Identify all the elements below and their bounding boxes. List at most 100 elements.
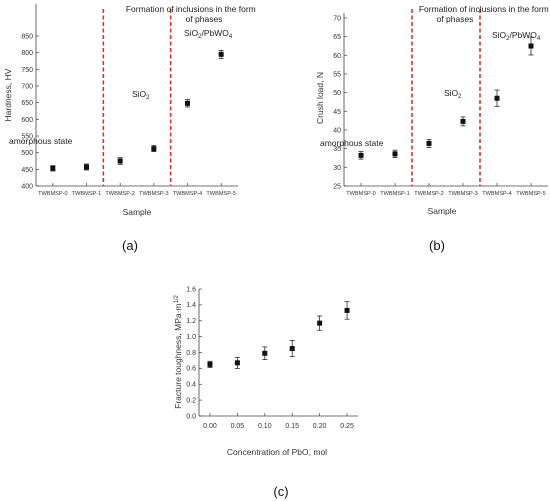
a-xtick-label-1: TWBMSP-1 xyxy=(72,191,102,197)
c-xtick-label-3: 0.15 xyxy=(285,423,299,430)
panel-b-note-mid: SiO2 xyxy=(444,88,462,100)
panel-b-note-right-3: /PbWO xyxy=(510,30,538,40)
a-point-1 xyxy=(84,164,89,170)
panel-b-label: (b) xyxy=(429,238,445,253)
a-point-5 xyxy=(218,51,224,57)
panel-c-label: (c) xyxy=(273,484,288,499)
c-point-3 xyxy=(289,346,295,352)
panel-a-note-right-4: 4 xyxy=(229,34,233,40)
c-xtick-label-2: 0.10 xyxy=(258,423,272,430)
b-xtick-label-0: TWBMSP-0 xyxy=(346,191,376,197)
b-point-2 xyxy=(426,140,432,146)
panel-b-note-right: SiO2/PbWO4 xyxy=(492,30,541,42)
b-point-0 xyxy=(358,152,364,158)
panel-b-note-top-line2: of phases xyxy=(437,14,474,24)
panel-a-note-mid-sub: 2 xyxy=(146,95,150,101)
b-ytick-label-1: 30 xyxy=(333,165,341,172)
a-ytick-label-3: 550 xyxy=(21,134,33,141)
panel-a-note-left: amorphous state xyxy=(9,136,73,146)
c-xtick-label-4: 0.20 xyxy=(313,423,327,430)
panel-b-note-right-4: 4 xyxy=(537,36,541,42)
c-xtick-label-1: 0.05 xyxy=(231,423,245,430)
b-ytick-label-2: 35 xyxy=(333,146,341,153)
panel-a-ylabel: Hardness, HV xyxy=(3,68,13,121)
b-xtick-label-5: TWBMSP-5 xyxy=(516,191,546,197)
b-ytick-label-4: 45 xyxy=(333,109,341,116)
c-point-4 xyxy=(317,320,323,326)
panel-a: 400 450 500 550 600 650 700 750 800 850 TWBMSP-0 T… xyxy=(3,4,258,253)
panel-c-ylabel: Fracture toughness, MPa·m1/2 xyxy=(173,294,183,408)
c-xtick-label-5: 0.25 xyxy=(340,423,354,430)
c-ytick-label-5: 1.0 xyxy=(186,334,196,341)
b-point-1 xyxy=(392,151,398,157)
panel-b-xlabel: Sample xyxy=(428,206,457,216)
c-point-0 xyxy=(207,361,213,367)
panel-b-note-right-1: SiO xyxy=(492,30,507,40)
c-ytick-label-6: 1.2 xyxy=(186,318,196,325)
a-ytick-label-4: 600 xyxy=(21,117,33,124)
b-ytick-label-5: 50 xyxy=(333,90,341,97)
panel-a-note-mid-main: SiO xyxy=(132,89,147,99)
panel-a-note-top: Formation of inclusions in the form of p… xyxy=(126,4,258,24)
a-ytick-label-5: 650 xyxy=(21,100,33,107)
c-point-5 xyxy=(344,307,350,313)
b-xtick-label-2: TWBMSP-2 xyxy=(414,191,444,197)
b-ytick-label-3: 40 xyxy=(333,128,341,135)
c-ytick-label-0: 0.0 xyxy=(186,413,196,420)
b-ytick-label-9: 70 xyxy=(333,16,341,23)
panel-b-ylabel: Crush load, N xyxy=(315,72,325,124)
panel-b-note-right-2: 2 xyxy=(506,36,510,42)
b-ytick-label-7: 60 xyxy=(333,53,341,60)
c-ytick-label-2: 0.4 xyxy=(186,382,196,389)
panel-a-note-right: SiO2/PbWO4 xyxy=(184,28,233,40)
c-ytick-label-8: 1.6 xyxy=(186,286,196,293)
b-point-3 xyxy=(460,118,466,124)
panel-a-note-top-line1: Formation of inclusions in the form xyxy=(126,4,256,14)
panel-a-xlabel: Sample xyxy=(123,207,152,217)
c-ytick-label-3: 0.6 xyxy=(186,366,196,373)
b-xtick-label-1: TWBMSP-1 xyxy=(380,191,410,197)
panel-a-note-right-1: SiO xyxy=(184,28,199,38)
c-ytick-label-7: 1.4 xyxy=(186,302,196,309)
c-xtick-label-0: 0.00 xyxy=(203,423,217,430)
panel-a-note-mid: SiO2 xyxy=(132,89,150,101)
a-xtick-label-3: TWBMSP-3 xyxy=(139,191,169,197)
panel-a-note-right-3: /PbWO xyxy=(202,28,230,38)
a-point-3 xyxy=(151,146,157,152)
b-ytick-label-0: 25 xyxy=(333,184,341,191)
a-point-4 xyxy=(185,100,190,106)
panel-b-note-top: Formation of inclusions in the form of p… xyxy=(419,4,550,24)
c-ytick-label-4: 0.8 xyxy=(186,350,196,357)
panel-a-note-right-2: 2 xyxy=(198,34,202,40)
panel-b-note-mid-sub: 2 xyxy=(458,94,462,100)
panel-c: 0.0 0.2 0.4 0.6 0.8 1.0 1.2 1.4 1.6 0.00 0.05 0.10… xyxy=(173,286,358,499)
panel-a-label: (a) xyxy=(122,238,138,253)
a-point-2 xyxy=(117,158,123,164)
c-ytick-label-1: 0.2 xyxy=(186,397,196,404)
b-point-5 xyxy=(528,43,534,49)
a-ytick-label-8: 800 xyxy=(21,50,33,57)
b-xtick-label-4: TWBMSP-4 xyxy=(482,191,512,197)
panel-b: 25 30 35 40 45 50 55 60 65 70 TWBMSP-0 TWBMSP-1 TWB… xyxy=(315,4,550,253)
c-point-2 xyxy=(262,350,268,356)
panel-b-note-left: amorphous state xyxy=(320,138,384,148)
panel-b-note-top-line1: Formation of inclusions in the form xyxy=(419,4,549,14)
panel-a-note-top-line2: of phases xyxy=(186,14,223,24)
c-point-1 xyxy=(234,360,240,366)
panel-c-ylabel-main: Fracture toughness, MPa·m xyxy=(173,303,183,408)
a-xtick-label-2: TWBMSP-2 xyxy=(105,191,135,197)
b-xtick-label-3: TWBMSP-3 xyxy=(448,191,478,197)
a-ytick-label-7: 750 xyxy=(21,67,33,74)
panel-c-ylabel-sup: 1/2 xyxy=(174,294,180,303)
a-ytick-label-6: 700 xyxy=(21,84,33,91)
a-xtick-label-4: TWBMSP-4 xyxy=(173,191,203,197)
a-xtick-label-5: TWBMSP-5 xyxy=(206,191,236,197)
panel-b-note-mid-main: SiO xyxy=(444,88,459,98)
a-ytick-label-0: 400 xyxy=(21,184,33,191)
a-ytick-label-2: 500 xyxy=(21,150,33,157)
a-point-0 xyxy=(50,165,56,171)
panel-c-xlabel: Concentration of PbO, mol xyxy=(227,447,327,457)
b-ytick-label-8: 65 xyxy=(333,34,341,41)
b-point-4 xyxy=(494,95,500,101)
